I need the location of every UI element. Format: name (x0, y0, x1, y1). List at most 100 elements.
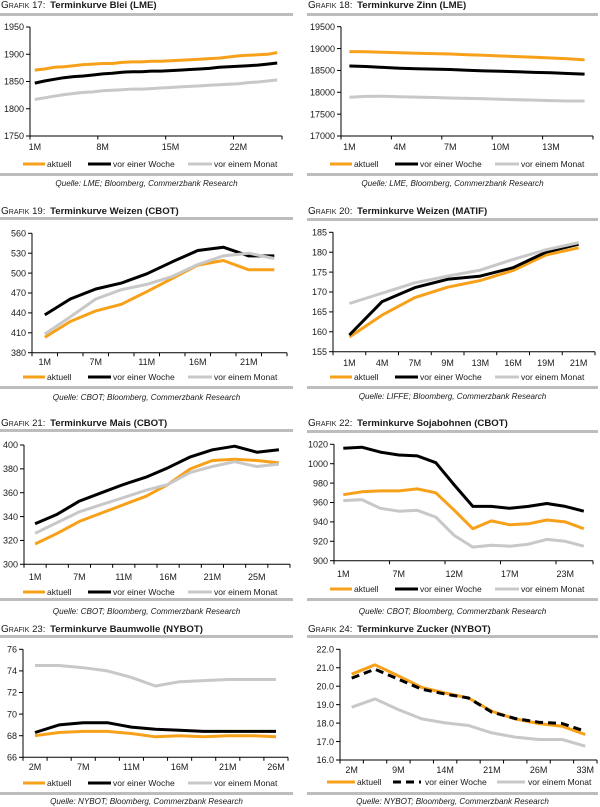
y-tick-label: 185 (312, 228, 327, 238)
series-line (343, 445, 585, 513)
y-tick-label: 1750 (4, 131, 24, 141)
chart-title-number: 19: (32, 205, 46, 217)
x-tick-label: 15M (162, 142, 180, 152)
chart-source: Quelle: NYBOT; Bloomberg, Commerzbank Re… (356, 797, 549, 806)
legend-label: aktuell (47, 159, 72, 169)
legend-label: aktuell (47, 372, 72, 382)
y-tick-label: 155 (312, 347, 327, 357)
y-tick-label: 920 (313, 537, 328, 547)
series-line (43, 251, 275, 336)
y-tick-label: 300 (3, 560, 18, 570)
legend-label: vor einem Monat (214, 159, 278, 169)
series-line (348, 246, 579, 339)
chart-title: Grafik 17: Terminkurve Blei (LME) (1, 0, 157, 12)
x-tick-label: 11M (115, 572, 132, 582)
chart-title: Grafik 23: Terminkurve Baumwolle (NYBOT) (1, 624, 203, 636)
series-line (34, 460, 280, 535)
chart-title: Grafik 18: Terminkurve Zinn (LME) (308, 0, 466, 12)
legend-label: vor einem Monat (521, 159, 585, 169)
chart-title-number: 20: (339, 205, 353, 217)
chart-plot: 1020 1000 980 960 940 920 900 1M 7M 12M 17M 23M aktu… (308, 440, 594, 594)
x-tick-label: 16M (504, 358, 522, 368)
chart-source: Quelle: NYBOT; Bloomberg, Commerzbank Re… (50, 797, 243, 806)
chart-plot: 1950 1900 1850 1800 1750 1M 8M 15M 22M aktuell vor… (4, 22, 283, 169)
y-tick-label: 400 (3, 440, 18, 450)
y-tick-label: 440 (11, 308, 26, 318)
legend-divider (0, 792, 293, 795)
y-tick-label: 66 (7, 753, 17, 763)
series-line (34, 721, 276, 734)
series-line (349, 64, 585, 76)
legend-label: vor einer Woche (113, 372, 175, 382)
y-tick-label: 1900 (4, 49, 24, 59)
title-divider (307, 13, 598, 16)
legend-label: vor einem Monat (521, 372, 585, 382)
x-tick-label: 17M (501, 569, 519, 579)
chart-title-text: Terminkurve Weizen (CBOT) (50, 205, 179, 217)
x-tick-label: 19M (537, 358, 555, 368)
y-tick-label: 165 (312, 307, 327, 317)
series-line (34, 61, 278, 85)
title-divider (0, 429, 293, 432)
y-tick-label: 74 (7, 666, 17, 676)
y-tick-label: 530 (11, 248, 26, 258)
x-tick-label: 25M (248, 572, 266, 582)
y-tick-label: 940 (313, 517, 328, 527)
x-tick-label: 7M (444, 142, 457, 152)
legend-divider (307, 598, 598, 601)
chart-title-number: 24: (339, 623, 353, 635)
title-divider (0, 635, 293, 638)
legend-label: aktuell (47, 587, 72, 597)
x-tick-label: 26M (530, 765, 548, 775)
x-tick-label: 21M (240, 357, 258, 367)
x-tick-label: 21M (483, 765, 501, 775)
legend-label: aktuell (354, 159, 379, 169)
chart-title-text: Terminkurve Baumwolle (NYBOT) (50, 623, 203, 635)
y-tick-label: 19.0 (316, 700, 334, 710)
series-line (348, 241, 579, 305)
y-tick-label: 19000 (310, 44, 335, 54)
y-tick-label: 18.0 (316, 718, 334, 728)
legend-label: vor einem Monat (521, 584, 585, 594)
x-tick-label: 9M (392, 765, 405, 775)
y-tick-label: 22.0 (316, 645, 334, 655)
x-tick-label: 21M (204, 572, 222, 582)
x-tick-label: 33M (577, 765, 595, 775)
chart-title-text: Terminkurve Sojabohnen (CBOT) (357, 417, 508, 429)
x-tick-label: 16M (171, 762, 189, 772)
chart-title-label: Grafik (308, 623, 337, 635)
series-line (34, 729, 277, 739)
y-tick-label: 1850 (4, 77, 24, 87)
chart-legend: aktuell vor einer Woche vor einem Monat (330, 372, 585, 382)
legend-label: aktuell (47, 778, 72, 788)
chart-title-label: Grafik (1, 623, 30, 635)
x-tick-label: 13M (542, 142, 560, 152)
chart-legend: aktuell vor einer Woche vor einem Monat (330, 159, 585, 169)
y-tick-label: 1800 (4, 104, 24, 114)
chart-source: Quelle: LIFFE; Bloomberg, Commerzbank Re… (358, 392, 547, 401)
chart-title-text: Terminkurve Zinn (LME) (357, 0, 467, 11)
legend-divider (307, 792, 598, 795)
x-tick-label: 16M (189, 357, 207, 367)
y-tick-label: 960 (313, 498, 328, 508)
legend-divider (307, 386, 598, 389)
chart-plot: 76 74 72 70 68 66 2M 7M 11M 16M 21M 26M aktuell vor e… (7, 645, 289, 788)
y-tick-label: 70 (7, 709, 17, 719)
y-tick-label: 76 (7, 645, 17, 655)
x-tick-label: 1M (343, 358, 356, 368)
series-line (343, 487, 585, 531)
chart-plot: 185 180 175 170 165 160 155 1M 4M 7M 9M 13M 16M 19M 21… (312, 228, 596, 382)
x-tick-label: 1M (343, 142, 356, 152)
x-tick-label: 7M (73, 572, 86, 582)
chart-title-label: Grafik (308, 417, 337, 429)
x-tick-label: 23M (556, 569, 574, 579)
series-line (349, 94, 585, 103)
x-tick-label: 7M (89, 357, 102, 367)
y-tick-label: 410 (11, 328, 26, 338)
y-tick-label: 1020 (308, 440, 328, 450)
x-tick-label: 12M (445, 569, 463, 579)
chart-source: Quelle: CBOT; Bloomberg, Commerzbank Res… (52, 393, 241, 402)
legend-label: vor einer Woche (420, 584, 482, 594)
